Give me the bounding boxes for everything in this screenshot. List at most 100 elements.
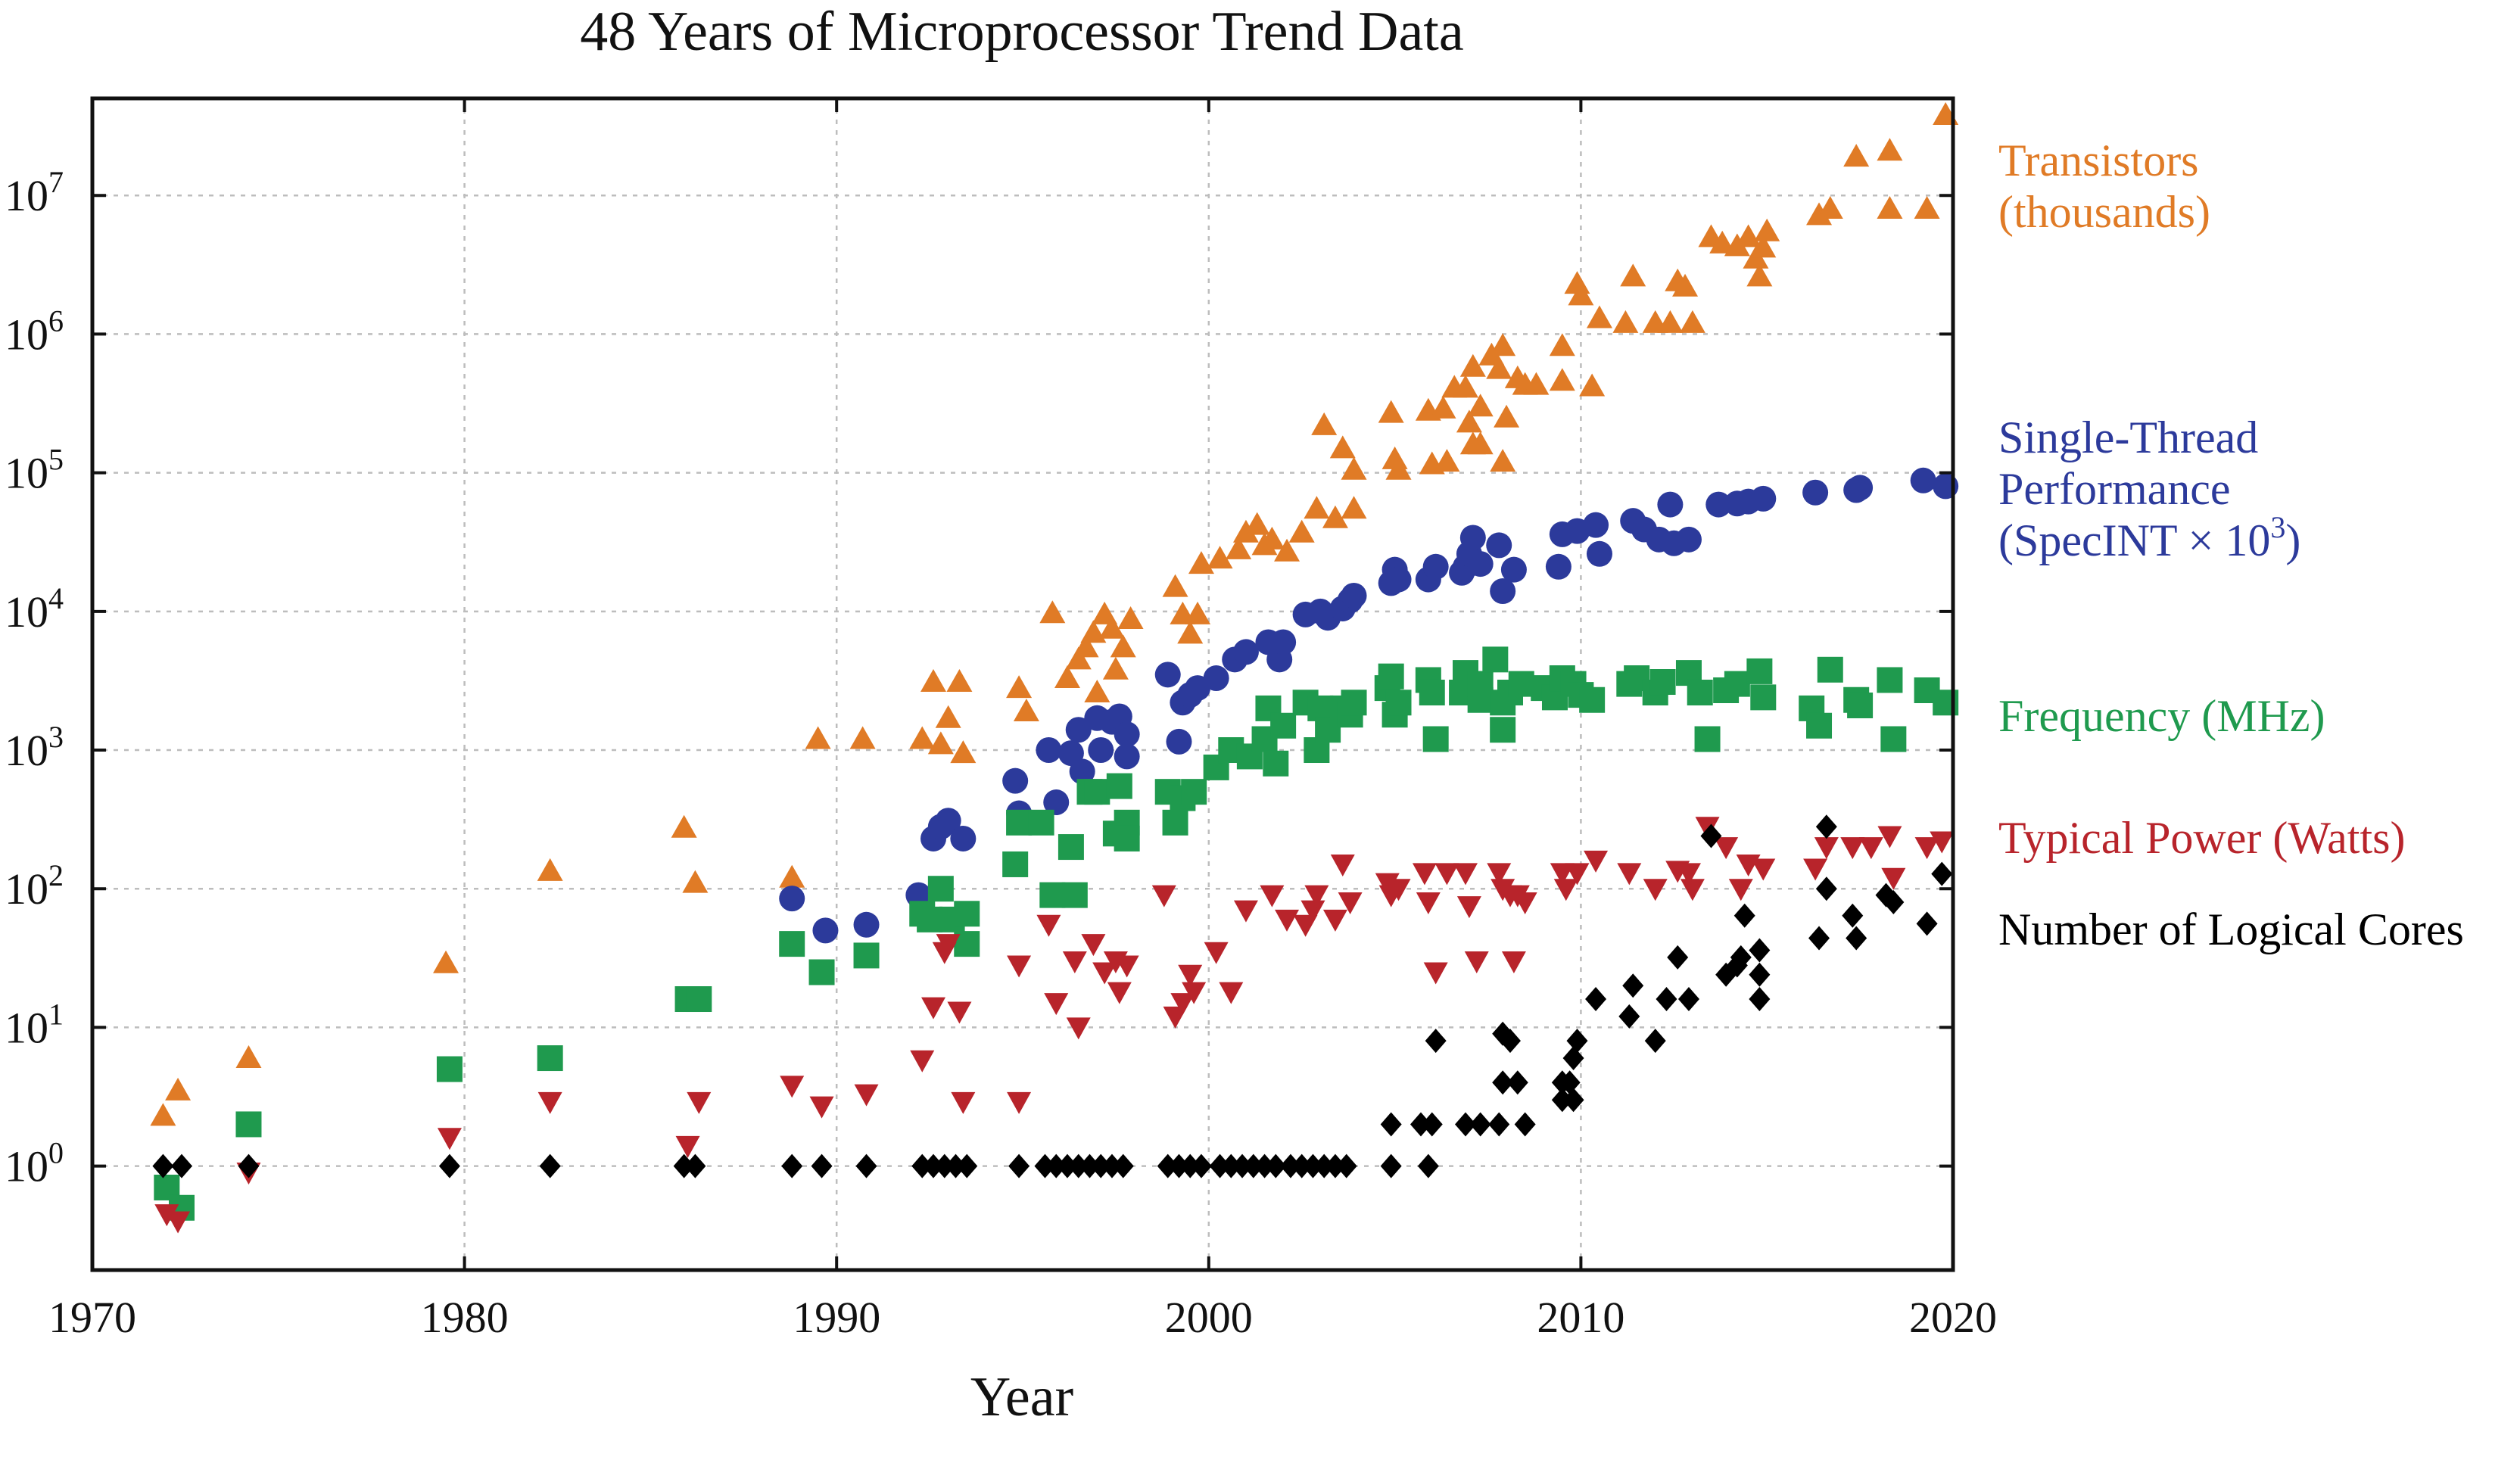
data-point bbox=[673, 1153, 695, 1178]
x-tick-label: 2010 bbox=[1537, 1293, 1624, 1342]
x-tick-label: 2000 bbox=[1165, 1293, 1253, 1342]
data-point bbox=[1002, 767, 1029, 794]
data-point bbox=[1341, 690, 1367, 716]
data-point bbox=[1467, 431, 1494, 455]
x-tick-label: 2020 bbox=[1909, 1293, 1997, 1342]
data-point bbox=[1007, 1091, 1032, 1114]
data-point bbox=[1293, 914, 1318, 937]
data-point bbox=[1549, 333, 1575, 356]
data-point bbox=[235, 1045, 262, 1069]
data-point bbox=[1207, 546, 1233, 569]
data-point bbox=[779, 886, 805, 912]
data-point bbox=[1843, 144, 1870, 167]
data-point bbox=[1749, 987, 1771, 1012]
legend-label: Frequency (MHz) bbox=[1998, 691, 2325, 741]
data-point bbox=[910, 1050, 935, 1073]
data-point bbox=[1274, 538, 1300, 562]
data-point bbox=[1881, 867, 1906, 890]
data-point bbox=[1073, 634, 1099, 658]
series-3 bbox=[154, 817, 1955, 1234]
data-point bbox=[1081, 934, 1106, 957]
data-point bbox=[1265, 1153, 1287, 1178]
data-point bbox=[1562, 1046, 1584, 1071]
data-point bbox=[1677, 987, 1699, 1012]
data-point bbox=[1166, 728, 1192, 755]
data-point bbox=[812, 917, 839, 944]
data-point bbox=[1385, 566, 1412, 593]
data-point bbox=[1676, 863, 1701, 886]
data-point bbox=[1694, 726, 1721, 752]
data-point bbox=[1330, 854, 1355, 876]
data-point bbox=[1080, 620, 1107, 643]
y-tick-label: 104 bbox=[5, 581, 64, 637]
data-point bbox=[1749, 938, 1771, 963]
data-point bbox=[1814, 837, 1839, 860]
y-axis-ticks: 107 106 105 104 103 102 101 100 bbox=[5, 165, 1953, 1191]
data-point bbox=[946, 669, 973, 693]
data-point bbox=[945, 1153, 967, 1178]
data-point bbox=[1490, 578, 1516, 605]
data-point bbox=[1622, 973, 1644, 998]
data-point bbox=[1226, 536, 1252, 559]
data-point bbox=[1117, 606, 1144, 629]
grid-lines bbox=[92, 98, 1953, 1270]
data-point bbox=[537, 1045, 563, 1072]
data-point bbox=[1088, 737, 1114, 764]
data-point bbox=[1584, 850, 1609, 873]
data-point bbox=[1840, 837, 1865, 860]
data-point bbox=[1464, 951, 1489, 974]
data-point bbox=[1380, 1153, 1402, 1178]
data-point bbox=[1065, 646, 1092, 670]
data-point bbox=[950, 825, 977, 851]
data-point bbox=[1154, 662, 1181, 688]
data-point bbox=[1644, 1029, 1666, 1054]
data-point bbox=[1514, 1112, 1536, 1137]
data-point bbox=[1162, 574, 1188, 597]
data-point bbox=[1043, 789, 1070, 816]
data-point bbox=[687, 1091, 712, 1114]
data-point bbox=[947, 1001, 972, 1024]
data-point bbox=[1300, 900, 1325, 923]
data-point bbox=[1459, 525, 1486, 551]
data-point bbox=[1034, 1153, 1056, 1178]
data-point bbox=[1730, 945, 1752, 970]
data-point bbox=[1467, 551, 1494, 578]
data-point bbox=[1006, 675, 1033, 699]
data-point bbox=[1054, 665, 1080, 689]
data-point bbox=[1523, 372, 1550, 395]
data-point bbox=[1617, 863, 1642, 886]
data-point bbox=[780, 1076, 805, 1098]
data-point bbox=[950, 740, 977, 764]
data-point bbox=[1930, 831, 1955, 854]
data-point bbox=[1488, 1112, 1510, 1137]
data-point bbox=[675, 1135, 700, 1158]
data-point bbox=[1329, 435, 1356, 459]
data-point bbox=[1056, 1153, 1078, 1178]
series-1 bbox=[779, 467, 1959, 944]
data-point bbox=[1069, 758, 1095, 785]
x-tick-label: 1990 bbox=[793, 1293, 880, 1342]
data-point bbox=[1675, 526, 1702, 553]
data-point bbox=[1687, 679, 1713, 705]
y-tick-label: 107 bbox=[5, 165, 64, 220]
data-point bbox=[853, 942, 880, 969]
data-point bbox=[917, 906, 943, 932]
data-point bbox=[438, 1153, 460, 1178]
data-point bbox=[1817, 195, 1843, 219]
data-point bbox=[1270, 629, 1297, 655]
data-point bbox=[1916, 911, 1938, 936]
data-point bbox=[1733, 903, 1755, 928]
data-point bbox=[1680, 879, 1705, 901]
data-point bbox=[1847, 692, 1874, 718]
data-point bbox=[1456, 896, 1481, 919]
data-point bbox=[1114, 825, 1140, 851]
data-point bbox=[1304, 496, 1330, 519]
data-point bbox=[1559, 1070, 1581, 1095]
data-point bbox=[1847, 475, 1874, 501]
data-point bbox=[1412, 863, 1437, 886]
data-point bbox=[936, 934, 961, 957]
data-point bbox=[1846, 926, 1867, 951]
data-point bbox=[1506, 1070, 1528, 1095]
data-point bbox=[1013, 698, 1039, 721]
data-point bbox=[1036, 737, 1062, 764]
